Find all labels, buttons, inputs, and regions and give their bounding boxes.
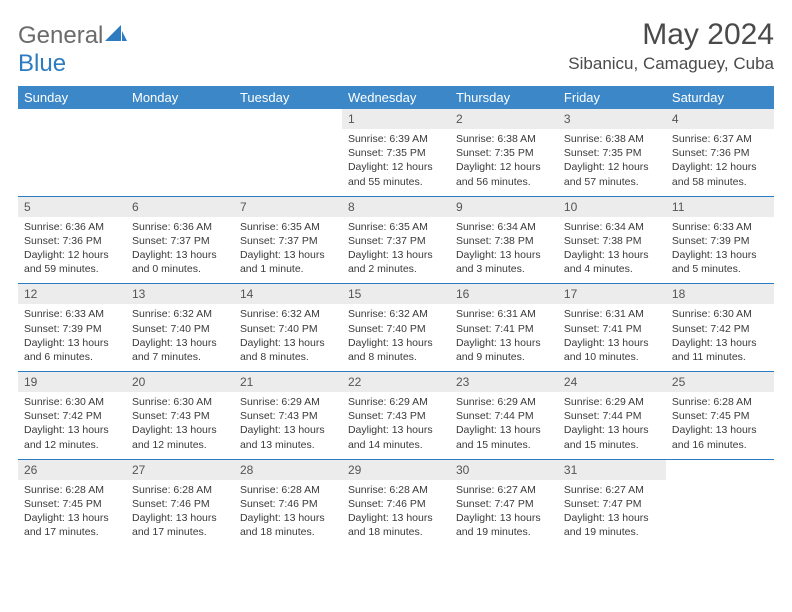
day-number-cell: 24 bbox=[558, 372, 666, 393]
day-number-cell: 22 bbox=[342, 372, 450, 393]
day-detail-cell: Sunrise: 6:28 AMSunset: 7:46 PMDaylight:… bbox=[342, 480, 450, 547]
day-number-cell: 30 bbox=[450, 459, 558, 480]
day-detail-row: Sunrise: 6:36 AMSunset: 7:36 PMDaylight:… bbox=[18, 217, 774, 284]
day-detail-cell: Sunrise: 6:29 AMSunset: 7:44 PMDaylight:… bbox=[450, 392, 558, 459]
day-number-cell: 13 bbox=[126, 284, 234, 305]
day-number-cell: 10 bbox=[558, 196, 666, 217]
day-detail-cell: Sunrise: 6:38 AMSunset: 7:35 PMDaylight:… bbox=[558, 129, 666, 196]
title-block: May 2024 Sibanicu, Camaguey, Cuba bbox=[568, 18, 774, 80]
day-detail-row: Sunrise: 6:33 AMSunset: 7:39 PMDaylight:… bbox=[18, 304, 774, 371]
day-detail-row: Sunrise: 6:39 AMSunset: 7:35 PMDaylight:… bbox=[18, 129, 774, 196]
day-number-cell: 18 bbox=[666, 284, 774, 305]
day-number-row: 567891011 bbox=[18, 196, 774, 217]
day-detail-cell: Sunrise: 6:38 AMSunset: 7:35 PMDaylight:… bbox=[450, 129, 558, 196]
day-number-row: 262728293031 bbox=[18, 459, 774, 480]
day-number-row: 19202122232425 bbox=[18, 372, 774, 393]
day-number-cell: 6 bbox=[126, 196, 234, 217]
day-of-week-header: Friday bbox=[558, 86, 666, 109]
day-detail-cell: Sunrise: 6:33 AMSunset: 7:39 PMDaylight:… bbox=[666, 217, 774, 284]
day-number-cell bbox=[18, 109, 126, 129]
day-detail-cell: Sunrise: 6:27 AMSunset: 7:47 PMDaylight:… bbox=[450, 480, 558, 547]
day-number-cell: 5 bbox=[18, 196, 126, 217]
day-detail-cell: Sunrise: 6:37 AMSunset: 7:36 PMDaylight:… bbox=[666, 129, 774, 196]
day-of-week-header: Tuesday bbox=[234, 86, 342, 109]
day-number-cell: 7 bbox=[234, 196, 342, 217]
day-number-cell: 20 bbox=[126, 372, 234, 393]
day-number-cell: 26 bbox=[18, 459, 126, 480]
day-detail-cell: Sunrise: 6:30 AMSunset: 7:42 PMDaylight:… bbox=[18, 392, 126, 459]
day-of-week-header: Wednesday bbox=[342, 86, 450, 109]
day-detail-cell: Sunrise: 6:34 AMSunset: 7:38 PMDaylight:… bbox=[558, 217, 666, 284]
day-number-cell bbox=[666, 459, 774, 480]
day-number-cell: 19 bbox=[18, 372, 126, 393]
day-number-cell bbox=[126, 109, 234, 129]
day-number-cell: 27 bbox=[126, 459, 234, 480]
day-of-week-row: SundayMondayTuesdayWednesdayThursdayFrid… bbox=[18, 86, 774, 109]
day-detail-cell: Sunrise: 6:32 AMSunset: 7:40 PMDaylight:… bbox=[126, 304, 234, 371]
day-of-week-header: Sunday bbox=[18, 86, 126, 109]
day-detail-cell: Sunrise: 6:28 AMSunset: 7:45 PMDaylight:… bbox=[666, 392, 774, 459]
day-detail-cell: Sunrise: 6:29 AMSunset: 7:43 PMDaylight:… bbox=[342, 392, 450, 459]
day-number-cell: 29 bbox=[342, 459, 450, 480]
day-detail-cell bbox=[234, 129, 342, 196]
day-detail-cell: Sunrise: 6:31 AMSunset: 7:41 PMDaylight:… bbox=[450, 304, 558, 371]
day-number-cell bbox=[234, 109, 342, 129]
day-detail-row: Sunrise: 6:30 AMSunset: 7:42 PMDaylight:… bbox=[18, 392, 774, 459]
page-title: May 2024 bbox=[568, 18, 774, 52]
day-number-cell: 8 bbox=[342, 196, 450, 217]
day-detail-cell: Sunrise: 6:36 AMSunset: 7:37 PMDaylight:… bbox=[126, 217, 234, 284]
day-detail-cell: Sunrise: 6:35 AMSunset: 7:37 PMDaylight:… bbox=[342, 217, 450, 284]
day-detail-cell: Sunrise: 6:32 AMSunset: 7:40 PMDaylight:… bbox=[342, 304, 450, 371]
calendar-table: SundayMondayTuesdayWednesdayThursdayFrid… bbox=[18, 86, 774, 546]
day-detail-cell: Sunrise: 6:35 AMSunset: 7:37 PMDaylight:… bbox=[234, 217, 342, 284]
logo: GeneralBlue bbox=[18, 18, 127, 78]
day-number-cell: 2 bbox=[450, 109, 558, 129]
day-detail-cell: Sunrise: 6:28 AMSunset: 7:46 PMDaylight:… bbox=[126, 480, 234, 547]
day-number-cell: 21 bbox=[234, 372, 342, 393]
day-of-week-header: Monday bbox=[126, 86, 234, 109]
day-number-cell: 31 bbox=[558, 459, 666, 480]
day-number-cell: 28 bbox=[234, 459, 342, 480]
day-number-cell: 1 bbox=[342, 109, 450, 129]
day-detail-cell: Sunrise: 6:30 AMSunset: 7:42 PMDaylight:… bbox=[666, 304, 774, 371]
day-detail-cell: Sunrise: 6:31 AMSunset: 7:41 PMDaylight:… bbox=[558, 304, 666, 371]
day-number-cell: 17 bbox=[558, 284, 666, 305]
day-detail-cell: Sunrise: 6:36 AMSunset: 7:36 PMDaylight:… bbox=[18, 217, 126, 284]
day-number-cell: 23 bbox=[450, 372, 558, 393]
day-detail-cell: Sunrise: 6:34 AMSunset: 7:38 PMDaylight:… bbox=[450, 217, 558, 284]
day-number-cell: 15 bbox=[342, 284, 450, 305]
header: GeneralBlue May 2024 Sibanicu, Camaguey,… bbox=[18, 18, 774, 80]
logo-text: GeneralBlue bbox=[18, 22, 127, 78]
day-number-cell: 3 bbox=[558, 109, 666, 129]
day-number-cell: 16 bbox=[450, 284, 558, 305]
day-detail-cell: Sunrise: 6:29 AMSunset: 7:44 PMDaylight:… bbox=[558, 392, 666, 459]
day-number-row: 1234 bbox=[18, 109, 774, 129]
day-number-cell: 12 bbox=[18, 284, 126, 305]
day-number-cell: 11 bbox=[666, 196, 774, 217]
day-detail-cell: Sunrise: 6:28 AMSunset: 7:45 PMDaylight:… bbox=[18, 480, 126, 547]
day-detail-cell: Sunrise: 6:30 AMSunset: 7:43 PMDaylight:… bbox=[126, 392, 234, 459]
day-of-week-header: Saturday bbox=[666, 86, 774, 109]
day-detail-cell: Sunrise: 6:33 AMSunset: 7:39 PMDaylight:… bbox=[18, 304, 126, 371]
day-detail-cell bbox=[18, 129, 126, 196]
day-detail-cell: Sunrise: 6:29 AMSunset: 7:43 PMDaylight:… bbox=[234, 392, 342, 459]
logo-word1: General bbox=[18, 22, 103, 49]
logo-sail-icon bbox=[105, 22, 127, 50]
day-number-cell: 4 bbox=[666, 109, 774, 129]
day-number-cell: 9 bbox=[450, 196, 558, 217]
location-text: Sibanicu, Camaguey, Cuba bbox=[568, 54, 774, 74]
day-detail-cell bbox=[666, 480, 774, 547]
day-of-week-header: Thursday bbox=[450, 86, 558, 109]
day-number-cell: 25 bbox=[666, 372, 774, 393]
day-number-cell: 14 bbox=[234, 284, 342, 305]
day-number-row: 12131415161718 bbox=[18, 284, 774, 305]
logo-word2: Blue bbox=[18, 50, 66, 77]
day-detail-cell: Sunrise: 6:39 AMSunset: 7:35 PMDaylight:… bbox=[342, 129, 450, 196]
day-detail-cell: Sunrise: 6:27 AMSunset: 7:47 PMDaylight:… bbox=[558, 480, 666, 547]
day-detail-row: Sunrise: 6:28 AMSunset: 7:45 PMDaylight:… bbox=[18, 480, 774, 547]
day-detail-cell bbox=[126, 129, 234, 196]
day-detail-cell: Sunrise: 6:28 AMSunset: 7:46 PMDaylight:… bbox=[234, 480, 342, 547]
day-detail-cell: Sunrise: 6:32 AMSunset: 7:40 PMDaylight:… bbox=[234, 304, 342, 371]
